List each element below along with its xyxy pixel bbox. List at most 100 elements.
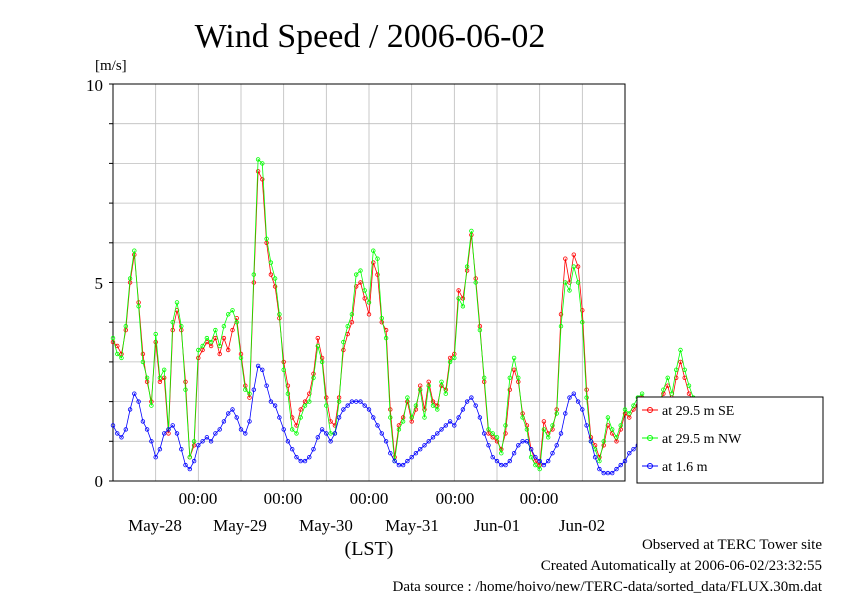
data-point bbox=[575, 399, 581, 404]
data-point bbox=[541, 419, 547, 424]
data-point bbox=[499, 451, 504, 456]
data-point bbox=[341, 347, 346, 353]
data-point bbox=[179, 324, 184, 329]
data-point bbox=[225, 411, 231, 416]
data-point bbox=[213, 431, 218, 436]
data-point bbox=[204, 335, 210, 341]
data-point bbox=[546, 458, 551, 464]
data-point bbox=[567, 288, 572, 293]
data-point bbox=[362, 403, 367, 408]
data-point bbox=[584, 395, 589, 400]
data-point bbox=[482, 375, 487, 380]
data-point bbox=[443, 423, 448, 428]
data-point bbox=[311, 447, 316, 452]
data-point bbox=[516, 443, 521, 448]
data-point bbox=[528, 455, 534, 460]
data-point bbox=[255, 363, 261, 369]
data-point bbox=[191, 439, 197, 444]
data-point bbox=[674, 367, 679, 372]
data-point bbox=[179, 447, 184, 452]
data-point bbox=[200, 347, 205, 353]
data-point bbox=[149, 439, 154, 444]
legend-label: at 29.5 m NW bbox=[662, 432, 742, 447]
data-point bbox=[290, 427, 295, 432]
data-point bbox=[520, 415, 525, 420]
data-point bbox=[473, 280, 478, 285]
data-point bbox=[110, 339, 116, 345]
data-point bbox=[315, 335, 320, 341]
data-point bbox=[460, 407, 466, 412]
data-point bbox=[511, 451, 517, 456]
data-point bbox=[507, 458, 512, 464]
data-point bbox=[281, 367, 286, 372]
x-date-label: Jun-01 bbox=[474, 516, 520, 535]
x-time-label: 00:00 bbox=[520, 489, 559, 508]
data-point bbox=[383, 439, 389, 444]
data-point bbox=[614, 435, 619, 440]
legend-label: at 29.5 m SE bbox=[662, 404, 734, 419]
data-point bbox=[247, 391, 252, 396]
legend: at 29.5 m SE at 29.5 m NW at 1.6 m bbox=[636, 396, 824, 484]
data-point bbox=[464, 399, 470, 404]
data-point bbox=[661, 391, 666, 396]
data-point bbox=[166, 431, 171, 436]
data-point bbox=[144, 375, 150, 380]
data-point bbox=[392, 458, 397, 464]
data-point bbox=[315, 435, 320, 440]
data-point bbox=[494, 439, 500, 444]
data-point bbox=[358, 280, 363, 285]
data-point bbox=[610, 427, 615, 432]
data-point bbox=[422, 415, 427, 420]
data-point bbox=[388, 415, 393, 420]
data-point bbox=[123, 427, 128, 432]
data-point bbox=[127, 407, 133, 412]
data-point bbox=[260, 177, 265, 182]
data-point bbox=[123, 324, 128, 329]
data-point bbox=[507, 375, 512, 380]
y-tick-labels: 0 5 10 bbox=[86, 76, 103, 491]
data-point bbox=[422, 443, 427, 448]
data-point bbox=[174, 300, 180, 305]
data-point bbox=[375, 423, 380, 428]
data-point bbox=[443, 391, 448, 396]
data-point bbox=[230, 308, 235, 313]
data-point bbox=[332, 431, 338, 436]
x-date-label: May-31 bbox=[385, 516, 439, 535]
data-point bbox=[537, 458, 542, 464]
data-point bbox=[379, 320, 384, 325]
data-point bbox=[140, 419, 146, 424]
data-point bbox=[494, 458, 500, 464]
data-point bbox=[115, 431, 120, 436]
data-point bbox=[537, 466, 542, 472]
data-point bbox=[482, 431, 487, 436]
data-point bbox=[405, 395, 410, 400]
data-point bbox=[298, 415, 303, 420]
data-point bbox=[627, 411, 632, 416]
data-point bbox=[605, 470, 611, 476]
data-point bbox=[563, 256, 568, 261]
data-point bbox=[435, 407, 440, 412]
data-point bbox=[396, 427, 402, 432]
data-point bbox=[302, 458, 308, 464]
footer-observed: Observed at TERC Tower site bbox=[642, 537, 822, 553]
data-point bbox=[319, 427, 325, 432]
data-point bbox=[144, 427, 150, 432]
data-point bbox=[315, 343, 320, 349]
data-point bbox=[354, 272, 359, 277]
x-date-label: May-30 bbox=[299, 516, 353, 535]
data-point bbox=[597, 458, 602, 464]
data-point bbox=[243, 431, 248, 436]
data-point bbox=[486, 431, 491, 436]
data-point bbox=[298, 407, 303, 412]
data-point bbox=[452, 355, 457, 361]
x-tick-labels: 00:00 00:00 00:00 00:00 00:00 May-28 May… bbox=[128, 489, 605, 535]
data-point bbox=[272, 403, 278, 408]
data-point bbox=[554, 411, 559, 416]
data-point bbox=[409, 455, 414, 460]
data-point bbox=[251, 272, 256, 277]
data-point bbox=[217, 343, 222, 349]
data-point bbox=[221, 324, 227, 329]
data-point bbox=[558, 312, 564, 317]
data-point bbox=[486, 443, 491, 448]
data-point bbox=[430, 403, 436, 408]
